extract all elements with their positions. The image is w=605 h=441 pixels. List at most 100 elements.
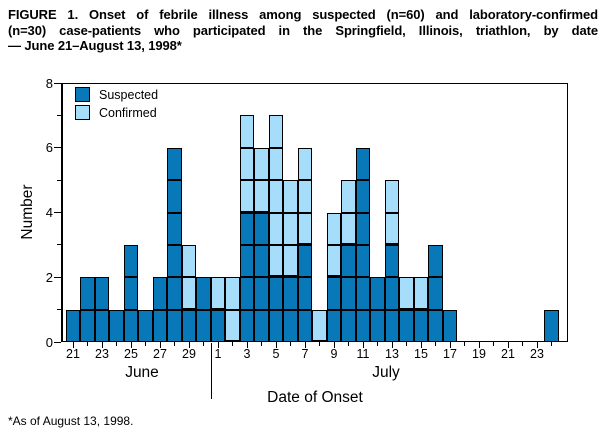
month-separator-line [210, 343, 212, 399]
plot-right-border [567, 83, 568, 342]
y-tick [56, 244, 61, 246]
bar-cell [341, 244, 356, 278]
bar-cell [80, 277, 95, 310]
bar-cell [65, 309, 81, 342]
bar-cell [326, 244, 342, 278]
bar-cell [341, 309, 356, 342]
bar-cell [239, 309, 255, 342]
x-tick [101, 342, 103, 349]
x-tick-label: 7 [301, 347, 309, 361]
x-tick [232, 342, 233, 346]
x-tick [72, 342, 74, 349]
y-tick-label: 2 [45, 269, 53, 285]
x-tick [536, 342, 538, 349]
bar-cell [268, 115, 284, 148]
bar-cell [297, 244, 313, 278]
x-tick [217, 342, 219, 349]
bar-cell [254, 244, 269, 278]
bar-cell [355, 147, 371, 181]
y-tick [56, 309, 61, 311]
bar-cell [167, 212, 182, 245]
bar-cell [152, 309, 168, 342]
bar-cell [167, 309, 182, 342]
x-tick [377, 342, 378, 346]
x-tick-label: 3 [243, 347, 251, 361]
bar-cell [94, 309, 110, 342]
y-tick [56, 114, 61, 116]
bar-cell [254, 309, 269, 342]
bar-cell [239, 244, 255, 278]
x-tick-label: 9 [330, 347, 338, 361]
y-tick [53, 82, 61, 84]
legend-swatch-confirmed [75, 105, 90, 120]
bar-cell [384, 309, 400, 342]
x-tick [319, 342, 320, 346]
x-tick [275, 342, 277, 349]
bar-cell [297, 309, 313, 342]
bar-cell [268, 309, 284, 342]
bar-cell [239, 115, 255, 148]
bar-cell [181, 309, 197, 342]
bar-cell [326, 309, 342, 342]
bar-cell [210, 309, 226, 342]
bar-cell [283, 212, 298, 245]
y-tick [56, 179, 61, 181]
bar-cell [225, 309, 240, 342]
x-tick-label: 21 [66, 347, 80, 361]
bar-cell [297, 212, 313, 245]
x-tick [493, 342, 494, 346]
bar-cell [384, 244, 400, 278]
bar-cell [283, 180, 298, 213]
x-tick [464, 342, 465, 346]
title-line-1: FIGURE 1. Onset of febrile illness among… [8, 7, 598, 22]
bar-cell [297, 180, 313, 213]
x-tick [507, 342, 509, 349]
title-line-3: — June 21–August 13, 1998* [8, 38, 182, 54]
y-tick-label: 4 [45, 205, 53, 220]
x-tick-label: 23 [95, 347, 109, 361]
x-tick [159, 342, 161, 349]
bar-cell [138, 309, 153, 342]
x-tick-label: 17 [443, 347, 457, 361]
bar-cell [123, 244, 139, 278]
month-label-july: July [372, 364, 400, 381]
y-tick [53, 276, 61, 278]
x-tick [145, 342, 146, 346]
x-tick-label: 1 [214, 347, 222, 361]
y-axis-line [61, 83, 63, 342]
bar-cell [268, 212, 284, 245]
legend-label-suspected: Suspected [99, 88, 159, 102]
bar-cell [384, 212, 400, 245]
x-tick [290, 342, 291, 346]
x-tick-label: 13 [385, 347, 399, 361]
y-tick [53, 212, 61, 213]
x-tick-label: 21 [501, 347, 515, 361]
x-tick [130, 342, 132, 349]
x-tick [333, 342, 335, 349]
bar-cell [326, 212, 342, 245]
x-tick-label: 11 [356, 347, 370, 361]
bar-cell [196, 277, 211, 310]
bar-cell [254, 277, 269, 310]
bar-cell [355, 180, 371, 213]
bar-cell [283, 244, 298, 278]
bar-cell [239, 212, 255, 245]
bar-cell [297, 147, 313, 181]
bar-cell [268, 244, 284, 278]
bar-cell [268, 180, 284, 213]
month-label-june: June [125, 364, 159, 381]
x-tick [362, 342, 364, 349]
bar-cell [384, 180, 400, 213]
bar-cell [370, 309, 385, 342]
x-tick [348, 342, 349, 346]
x-tick [406, 342, 407, 346]
bar-cell [312, 309, 327, 342]
x-tick [391, 342, 393, 349]
bar-cell [297, 277, 313, 310]
x-tick [420, 342, 422, 349]
bar-cell [283, 277, 298, 310]
x-tick [87, 342, 88, 346]
bar-cell [123, 309, 139, 342]
bar-cell [268, 277, 284, 310]
x-tick [551, 342, 552, 346]
